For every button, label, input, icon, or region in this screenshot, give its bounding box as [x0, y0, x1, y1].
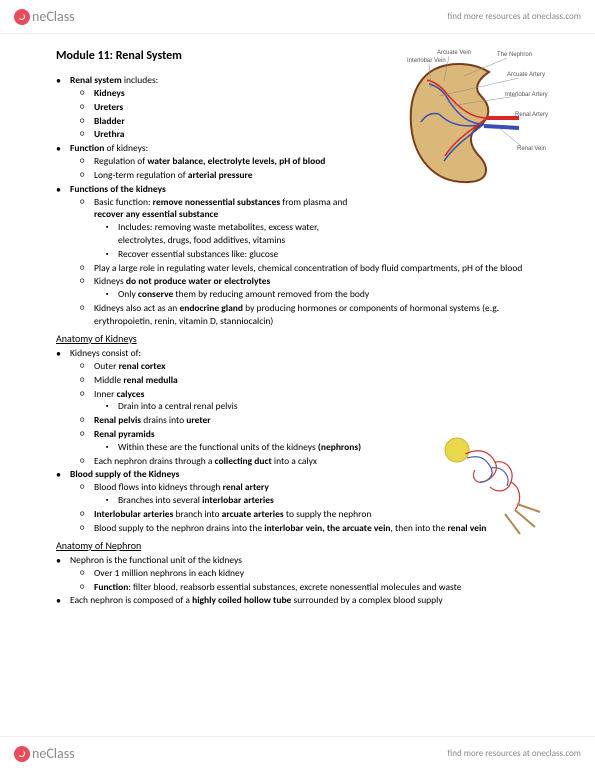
logo-text: neClass — [32, 8, 75, 25]
logo: neClass — [14, 745, 75, 762]
footer-link[interactable]: find more resources at oneclass.com — [448, 748, 581, 759]
list-item: Within these are the functional units of… — [94, 441, 370, 454]
list-item: Function: filter blood, reabsorb essenti… — [70, 581, 553, 594]
svg-text:Arcuate Vein: Arcuate Vein — [437, 50, 471, 56]
logo-icon — [14, 746, 30, 762]
list-item: Bladder — [70, 115, 350, 128]
list-item: Ureters — [70, 101, 350, 114]
svg-text:Interlobar Vein: Interlobar Vein — [407, 58, 446, 64]
list-item: Includes: removing waste metabolites, ex… — [94, 221, 350, 247]
list-item: Kidneys do not produce water or electrol… — [70, 275, 553, 301]
logo-icon — [14, 9, 30, 25]
list-item: Renal system includes: Kidneys Ureters B… — [56, 74, 553, 141]
section-heading: Anatomy of Kidneys — [56, 332, 553, 346]
list-item: Functions of the kidneys Basic function:… — [56, 183, 553, 328]
list-item: Middle renal medulla — [70, 374, 370, 387]
list-item: Over 1 million nephrons in each kidney — [70, 567, 553, 580]
list-item: Blood supply of the Kidneys Blood flows … — [56, 468, 553, 534]
header-link[interactable]: find more resources at oneclass.com — [448, 11, 581, 22]
list-item: Each nephron drains through a collecting… — [70, 455, 370, 468]
page-footer: neClass find more resources at oneclass.… — [0, 736, 595, 770]
list-item: Renal pelvis drains into ureter — [70, 414, 370, 427]
list-item: Only conserve them by reducing amount re… — [94, 288, 553, 301]
list-item: Recover essential substances like: gluco… — [94, 248, 350, 261]
list-item: Interlobular arteries branch into arcuat… — [70, 508, 553, 521]
list-item: Kidneys also act as an endocrine gland b… — [70, 302, 553, 328]
list-item: Kidneys consist of: Outer renal cortex M… — [56, 347, 553, 467]
list-item: Long-term regulation of arterial pressur… — [70, 169, 350, 182]
list-item: Play a large role in regulating water le… — [70, 262, 553, 275]
list-item: Basic function: remove nonessential subs… — [70, 196, 350, 261]
document-content: Module 11: Renal System Renal system inc… — [0, 34, 595, 607]
list-item: Urethra — [70, 128, 350, 141]
list-item: Kidneys — [70, 87, 350, 100]
list-item: Each nephron is composed of a highly coi… — [56, 594, 553, 607]
svg-text:The Nephron: The Nephron — [497, 52, 532, 58]
list-item: Branches into several interlobar arterie… — [94, 494, 553, 507]
list-item: Regulation of water balance, electrolyte… — [70, 155, 350, 168]
list-item: Inner calyces Drain into a central renal… — [70, 388, 370, 414]
list-item: Blood supply to the nephron drains into … — [70, 522, 553, 535]
list-item: Nephron is the functional unit of the ki… — [56, 554, 553, 593]
logo-text: neClass — [32, 745, 75, 762]
list-item: Function of kidneys: Regulation of water… — [56, 142, 553, 181]
list-item: Drain into a central renal pelvis — [94, 400, 370, 413]
page-header: neClass find more resources at oneclass.… — [0, 0, 595, 34]
logo: neClass — [14, 8, 75, 25]
list-item: Outer renal cortex — [70, 360, 370, 373]
list-item: Blood flows into kidneys through renal a… — [70, 481, 553, 507]
list-item: Renal pyramids Within these are the func… — [70, 428, 370, 454]
